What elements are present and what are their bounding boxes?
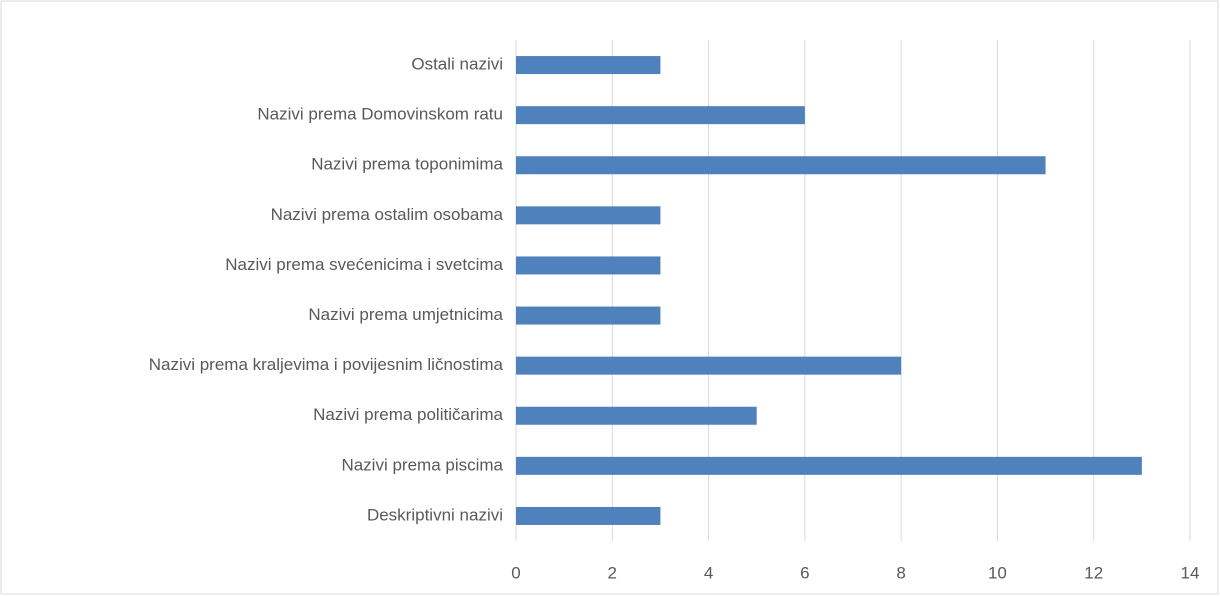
x-tick-label: 6 bbox=[800, 563, 809, 582]
y-tick-label: Deskriptivni nazivi bbox=[367, 505, 503, 524]
bar bbox=[516, 456, 1142, 475]
y-tick-label: Nazivi prema umjetnicima bbox=[308, 305, 503, 324]
bar bbox=[516, 356, 902, 375]
bar bbox=[516, 256, 661, 275]
y-tick-label: Ostali nazivi bbox=[411, 55, 503, 74]
x-tick-label: 14 bbox=[1181, 563, 1200, 582]
x-tick-label: 2 bbox=[608, 563, 617, 582]
y-tick-label: Nazivi prema Domovinskom ratu bbox=[257, 105, 503, 124]
y-tick-label: Nazivi prema svećenicima i svetcima bbox=[225, 255, 503, 274]
x-tick-label: 4 bbox=[704, 563, 713, 582]
x-tick-label: 12 bbox=[1084, 563, 1103, 582]
y-tick-label: Nazivi prema ostalim osobama bbox=[271, 205, 504, 224]
x-tick-label: 8 bbox=[896, 563, 905, 582]
y-tick-label: Nazivi prema toponimima bbox=[311, 155, 503, 174]
bar bbox=[516, 506, 661, 525]
y-tick-label: Nazivi prema piscima bbox=[341, 455, 503, 474]
y-tick-label: Nazivi prema kraljevima i povijesnim lič… bbox=[149, 355, 504, 374]
x-tick-label: 0 bbox=[511, 563, 520, 582]
bar bbox=[516, 206, 661, 225]
bar bbox=[516, 56, 661, 75]
y-tick-label: Nazivi prema političarima bbox=[313, 405, 503, 424]
bar bbox=[516, 306, 661, 325]
bar bbox=[516, 406, 757, 425]
x-tick-label: 10 bbox=[988, 563, 1007, 582]
bar bbox=[516, 156, 1046, 175]
bar bbox=[516, 106, 805, 125]
